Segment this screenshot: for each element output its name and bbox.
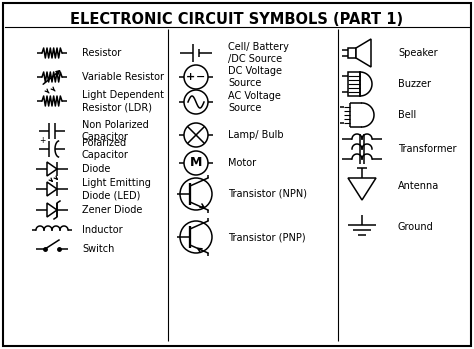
Text: Antenna: Antenna [398,181,439,191]
Polygon shape [348,48,356,58]
Text: Transformer: Transformer [398,144,456,154]
Text: Light Emitting
Diode (LED): Light Emitting Diode (LED) [82,178,151,200]
Text: M: M [190,156,202,170]
Polygon shape [47,203,57,217]
Text: Light Dependent
Resistor (LDR): Light Dependent Resistor (LDR) [82,90,164,112]
Text: DC Voltage
Source: DC Voltage Source [228,66,282,88]
Text: Motor: Motor [228,158,256,168]
Text: ELECTRONIC CIRCUIT SYMBOLS (PART 1): ELECTRONIC CIRCUIT SYMBOLS (PART 1) [71,12,403,27]
Text: Speaker: Speaker [398,48,438,58]
Text: Transistor (NPN): Transistor (NPN) [228,189,307,199]
Text: Variable Resistor: Variable Resistor [82,72,164,82]
Text: Transistor (PNP): Transistor (PNP) [228,232,306,242]
Polygon shape [47,162,57,176]
Text: Polarized
Capacitor: Polarized Capacitor [82,138,129,160]
Text: Diode: Diode [82,164,110,174]
Text: Ground: Ground [398,222,434,232]
Text: Resistor: Resistor [82,48,121,58]
Text: −: − [196,72,206,82]
Polygon shape [356,39,371,67]
Text: Zener Diode: Zener Diode [82,205,142,215]
Text: AC Voltage
Source: AC Voltage Source [228,91,281,113]
Text: Bell: Bell [398,110,416,120]
Text: +: + [39,136,45,145]
Polygon shape [47,182,57,196]
Polygon shape [348,72,360,96]
Text: Inductor: Inductor [82,225,123,235]
Text: Non Polarized
Capacitor: Non Polarized Capacitor [82,120,149,142]
Text: Buzzer: Buzzer [398,79,431,89]
Text: +: + [186,72,196,82]
Text: Cell/ Battery
/DC Source: Cell/ Battery /DC Source [228,42,289,64]
Text: Lamp/ Bulb: Lamp/ Bulb [228,130,283,140]
Polygon shape [348,178,376,200]
Text: Switch: Switch [82,244,114,254]
